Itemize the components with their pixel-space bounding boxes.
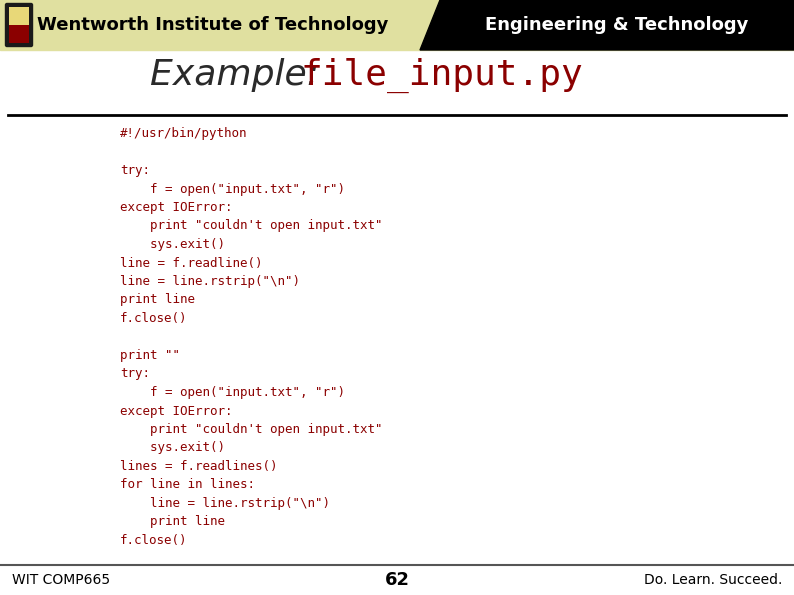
Text: f.close(): f.close() [120, 312, 187, 325]
Text: f = open("input.txt", "r"): f = open("input.txt", "r") [120, 386, 345, 399]
Text: try:: try: [120, 368, 150, 380]
Text: try:: try: [120, 164, 150, 177]
Text: sys.exit(): sys.exit() [120, 238, 225, 251]
Text: sys.exit(): sys.exit() [120, 441, 225, 455]
Text: 62: 62 [384, 571, 410, 589]
Text: line = line.rstrip("\n"): line = line.rstrip("\n") [120, 275, 300, 288]
Text: Do. Learn. Succeed.: Do. Learn. Succeed. [644, 573, 782, 587]
Bar [0, 565, 794, 595]
Polygon shape [420, 0, 794, 50]
Text: WIT COMP665: WIT COMP665 [12, 573, 110, 587]
Text: for line in lines:: for line in lines: [120, 478, 255, 491]
Text: except IOError:: except IOError: [120, 405, 233, 418]
Text: print "couldn't open input.txt": print "couldn't open input.txt" [120, 423, 383, 436]
Text: #!/usr/bin/python: #!/usr/bin/python [120, 127, 248, 140]
Text: line = f.readline(): line = f.readline() [120, 256, 263, 270]
Bar [9, 7, 29, 25]
Text: f.close(): f.close() [120, 534, 187, 547]
FancyBboxPatch shape [6, 4, 33, 46]
Text: except IOError:: except IOError: [120, 201, 233, 214]
Text: print "couldn't open input.txt": print "couldn't open input.txt" [120, 220, 383, 233]
Text: line = line.rstrip("\n"): line = line.rstrip("\n") [120, 497, 330, 510]
Text: f = open("input.txt", "r"): f = open("input.txt", "r") [120, 183, 345, 196]
Text: Wentworth Institute of Technology: Wentworth Institute of Technology [37, 16, 388, 34]
Text: Example:: Example: [150, 58, 330, 92]
Text: Engineering & Technology: Engineering & Technology [485, 16, 749, 34]
Text: lines = f.readlines(): lines = f.readlines() [120, 460, 277, 473]
Text: print line: print line [120, 515, 225, 528]
Text: file_input.py: file_input.py [300, 57, 583, 93]
Text: print line: print line [120, 293, 195, 306]
Text: print "": print "" [120, 349, 180, 362]
Bar [0, 0, 794, 50]
Bar [9, 25, 29, 43]
